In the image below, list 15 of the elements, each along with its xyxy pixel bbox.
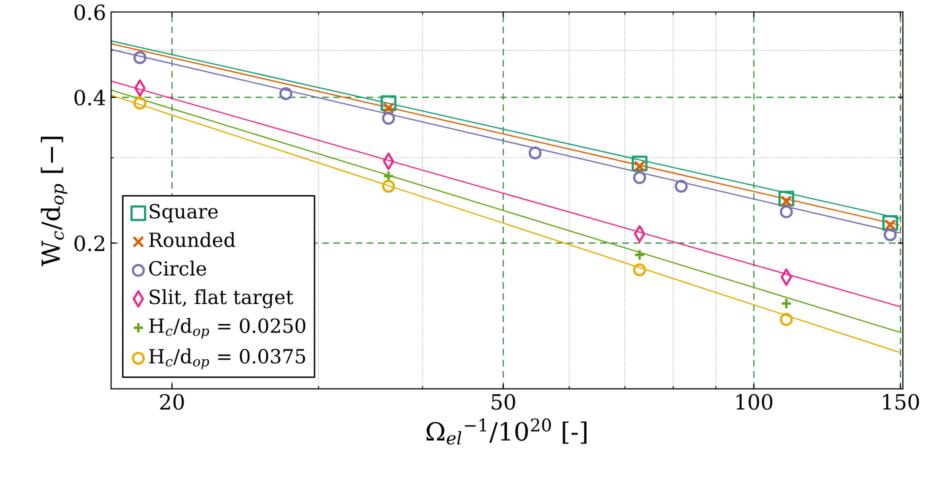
x-tick-label: 20	[160, 394, 184, 410]
x-tick-label: 100	[736, 394, 772, 410]
x-tick-label: 150	[883, 394, 919, 410]
y-tick-label: 0.2	[74, 235, 104, 252]
legend-label: Circle	[149, 260, 206, 276]
x-tick-label: 50	[492, 394, 516, 410]
legend-label: Rounded	[149, 232, 236, 248]
y-tick-label: 0.4	[74, 90, 106, 106]
y-tick-label: 0.6	[74, 4, 105, 20]
legend-label: H$_{c}$/d$_{op}$ = 0.0375	[149, 348, 306, 370]
legend-label: H$_{c}$/d$_{op}$ = 0.0250	[149, 318, 306, 339]
x-axis-title: Ω$_{el}$$^{−1}$/10$^{20}$ [-]	[426, 418, 586, 445]
legend-label: Slit, flat target	[150, 289, 294, 308]
legend-label: Square	[150, 204, 218, 222]
y-axis-title: W$_{c}$/d$_{op}$ [−]	[40, 136, 68, 266]
